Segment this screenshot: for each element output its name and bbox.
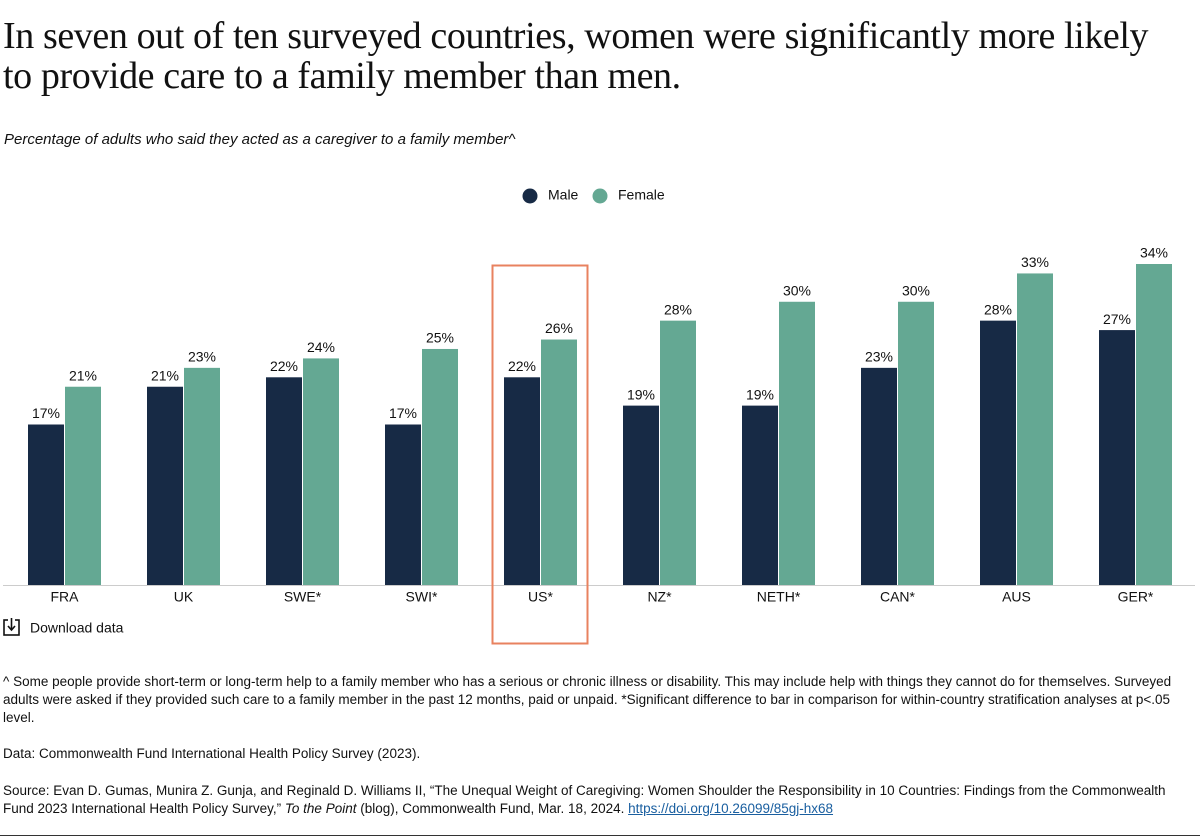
chart-title: In seven out of ten surveyed countries, …	[3, 15, 1149, 97]
legend-swatch	[592, 188, 608, 204]
x-tick-label: AUS	[1002, 589, 1031, 605]
bar	[861, 367, 897, 585]
bar	[147, 386, 183, 585]
legend-label: Male	[548, 187, 579, 203]
data-label: 23%	[865, 349, 893, 365]
x-tick-label: US*	[528, 589, 553, 605]
source-text: (blog), Commonwealth Fund, Mar. 18, 2024…	[356, 801, 629, 816]
footnote: ^ Some people provide short-term or long…	[3, 674, 1172, 725]
data-label: 19%	[627, 386, 655, 402]
bar	[385, 424, 421, 585]
source-italic: To the Point	[284, 801, 357, 816]
bar	[504, 377, 540, 585]
data-label: 22%	[508, 358, 536, 374]
data-label: 22%	[270, 358, 298, 374]
data-label: 28%	[984, 301, 1012, 317]
chart: Download data Male Female FRA 17% 21% UK 21% 23…	[3, 187, 1195, 645]
bar	[623, 405, 659, 585]
download-arrow-head	[7, 625, 16, 632]
bar	[898, 301, 934, 585]
data-label: 26%	[545, 320, 573, 336]
data-note: Data: Commonwealth Fund International He…	[3, 746, 421, 761]
bar	[1136, 264, 1172, 585]
x-tick-label: NZ*	[647, 589, 672, 605]
data-label: 34%	[1140, 245, 1168, 261]
data-label: 23%	[188, 349, 216, 365]
bar	[28, 424, 64, 585]
x-tick-label: FRA	[51, 589, 80, 605]
data-label: 33%	[1021, 254, 1049, 270]
source-link[interactable]: https://doi.org/10.26099/85gj-hx68	[628, 801, 834, 816]
chart-subtitle: Percentage of adults who said they acted…	[4, 131, 516, 148]
legend-label: Female	[618, 187, 665, 203]
bar	[1099, 330, 1135, 585]
x-tick-label: CAN*	[880, 589, 916, 605]
x-tick-label: NETH*	[757, 589, 801, 605]
bar	[779, 301, 815, 585]
bar	[422, 348, 458, 585]
bar	[1017, 273, 1053, 585]
bar	[660, 320, 696, 585]
source-note: Source: Evan D. Gumas, Munira Z. Gunja, …	[3, 782, 1195, 818]
bar	[303, 358, 339, 585]
data-label: 19%	[746, 386, 774, 402]
bottom-rule	[0, 835, 1200, 836]
bar	[742, 405, 778, 585]
data-label: 28%	[664, 301, 692, 317]
x-tick-label: GER*	[1118, 589, 1154, 605]
x-tick-label: UK	[174, 589, 194, 605]
download-button[interactable]: Download data	[3, 618, 124, 636]
data-label: 24%	[307, 339, 335, 355]
data-label: 30%	[902, 282, 930, 298]
data-label: 27%	[1103, 311, 1131, 327]
bar	[980, 320, 1016, 585]
x-tick-label: SWE*	[284, 589, 322, 605]
bar	[184, 367, 220, 585]
bar	[65, 386, 101, 585]
legend-swatch	[522, 188, 538, 204]
bar	[541, 339, 577, 585]
x-tick-label: SWI*	[406, 589, 438, 605]
data-label: 17%	[389, 405, 417, 421]
data-label: 21%	[69, 367, 97, 383]
source-text: Source: Evan D. Gumas, Munira Z. Gunja, …	[3, 783, 1166, 816]
bar	[266, 377, 302, 585]
data-label: 21%	[151, 367, 179, 383]
highlight-box	[491, 264, 589, 645]
data-label: 30%	[783, 282, 811, 298]
download-label[interactable]: Download data	[30, 620, 124, 636]
data-label: 17%	[32, 405, 60, 421]
data-label: 25%	[426, 330, 454, 346]
